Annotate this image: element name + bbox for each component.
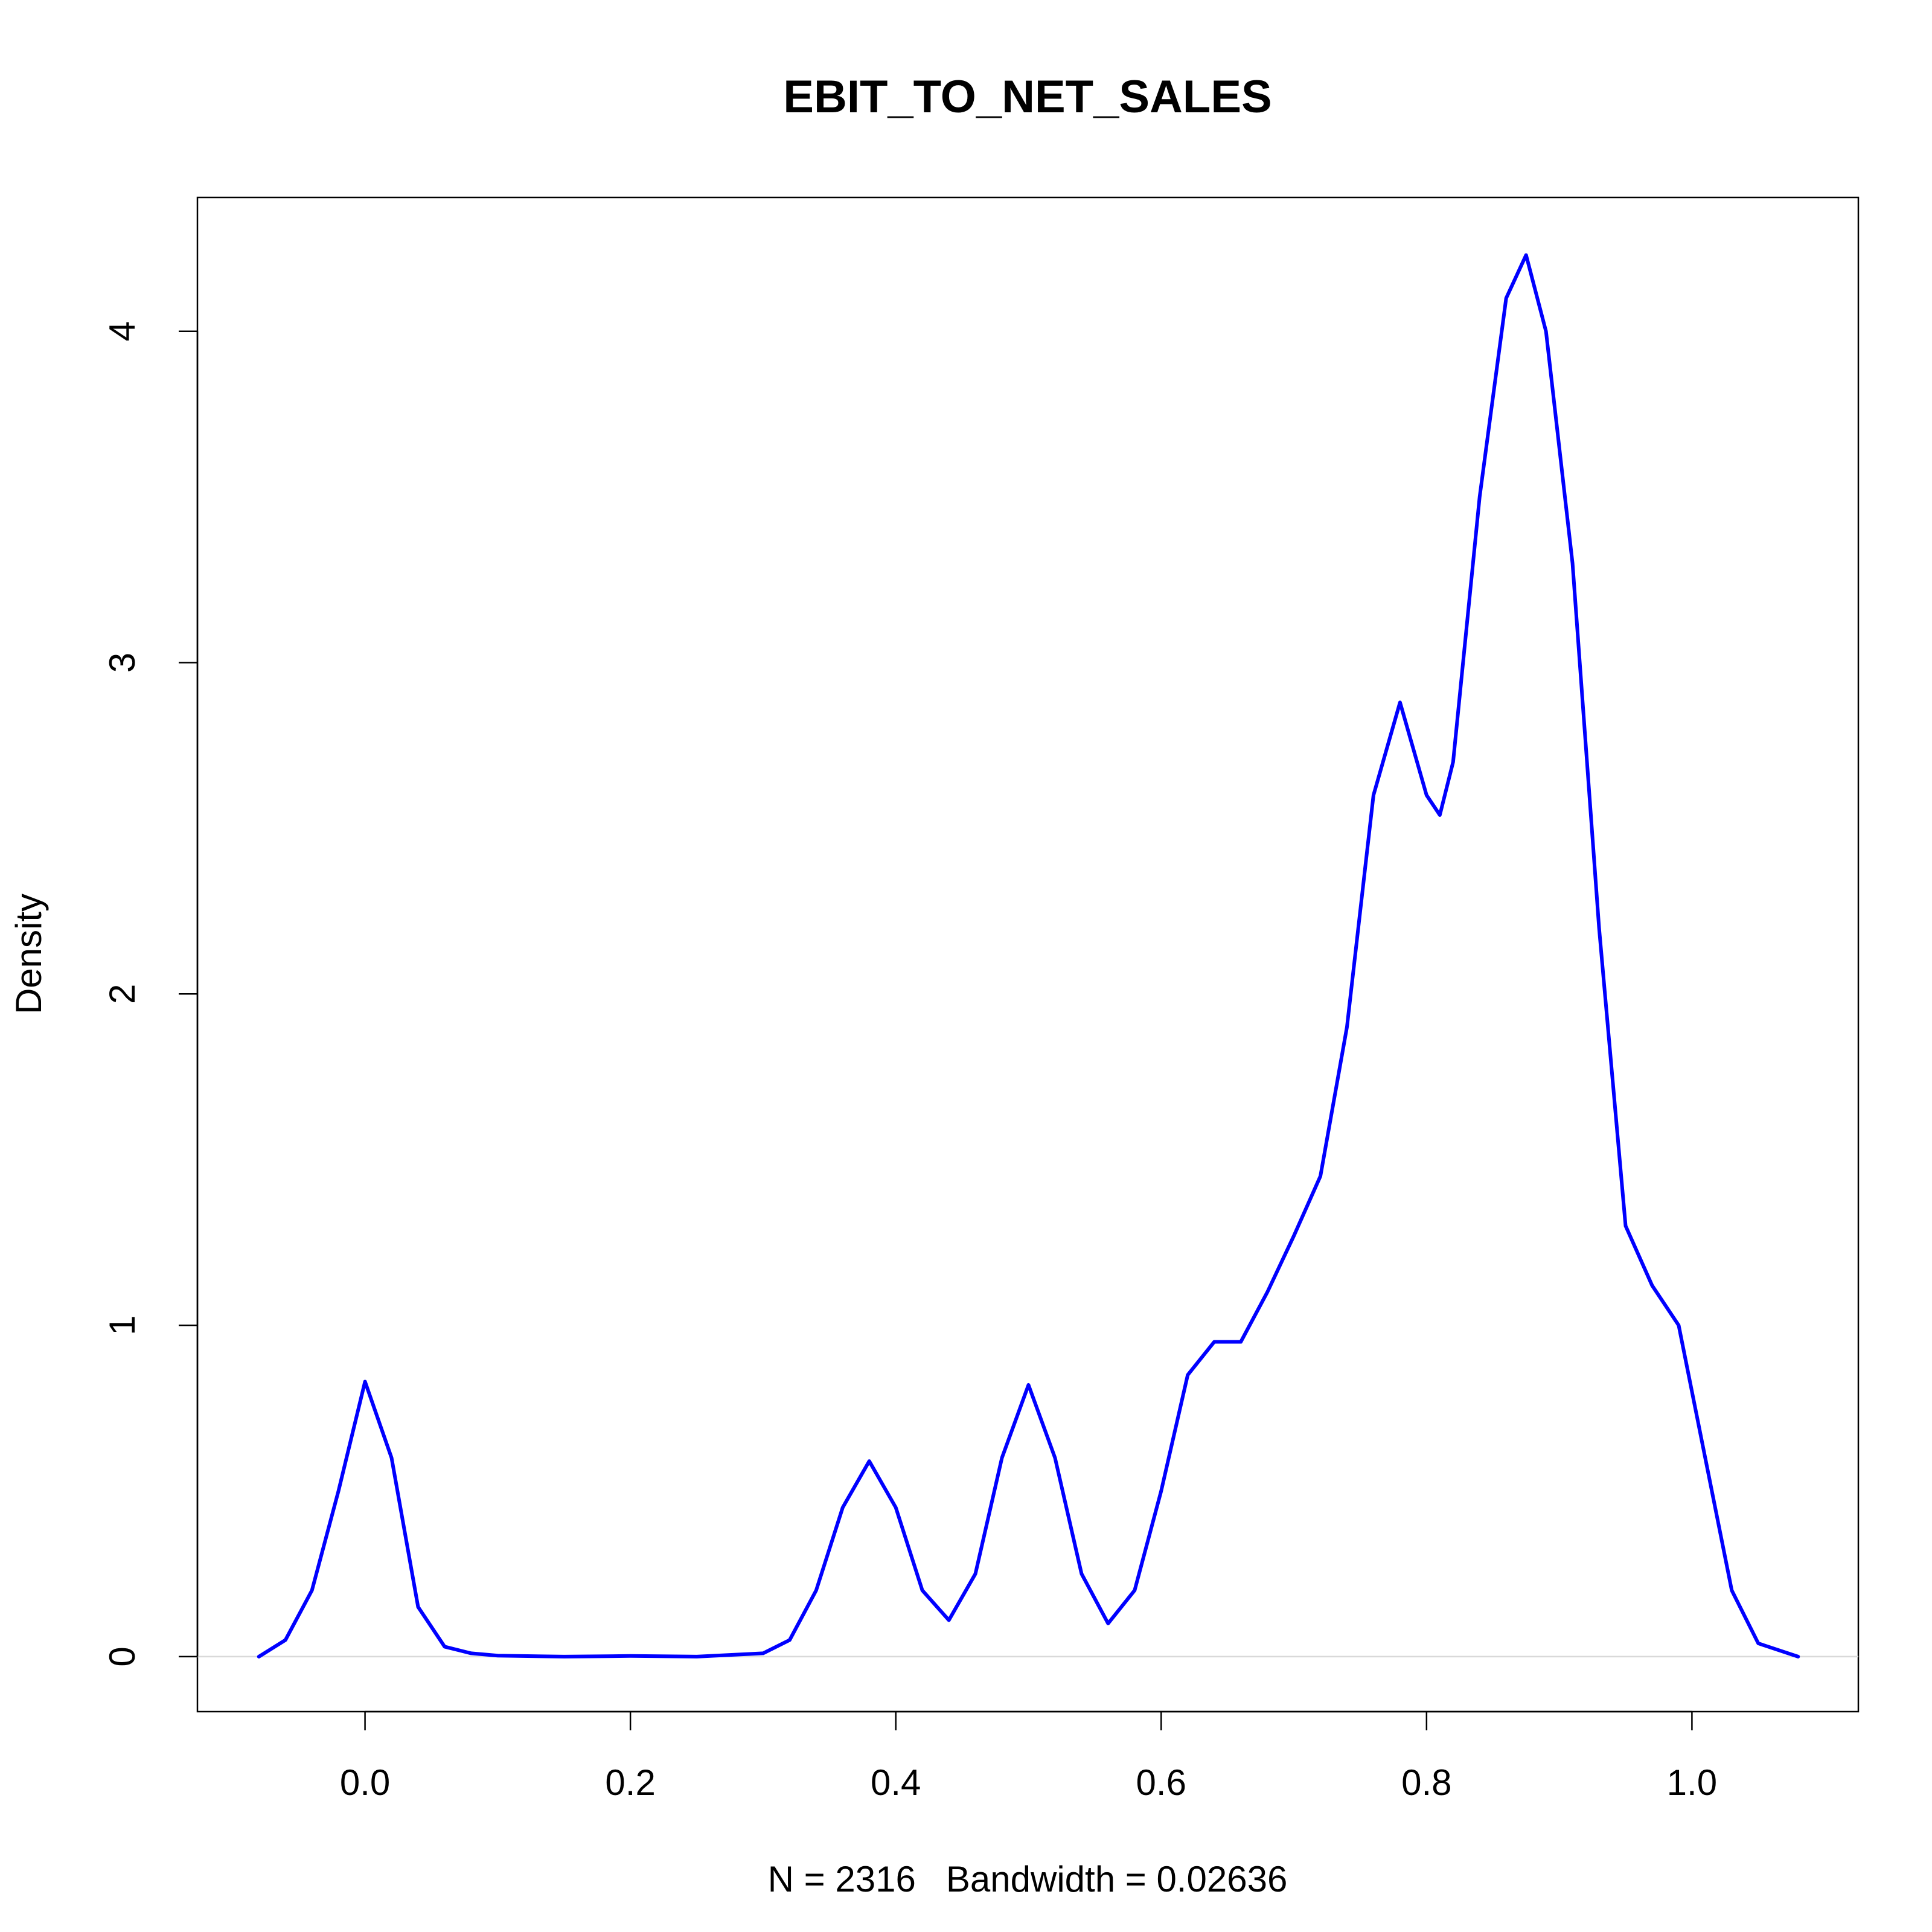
y-tick-label: 1 <box>102 1315 142 1335</box>
x-tick-label: 0.2 <box>605 1762 655 1803</box>
y-tick-label: 0 <box>102 1646 142 1666</box>
chart-title: EBIT_TO_NET_SALES <box>783 71 1271 123</box>
y-axis-label: Density <box>8 894 49 1014</box>
density-line <box>257 253 1800 1659</box>
x-tick-label: 0.6 <box>1136 1762 1186 1803</box>
x-tick-label: 0.0 <box>340 1762 390 1803</box>
x-tick-label: 1.0 <box>1667 1762 1717 1803</box>
y-tick-label: 4 <box>102 321 142 341</box>
x-axis-label: N = 2316 Bandwidth = 0.02636 <box>768 1859 1288 1899</box>
y-tick-label: 2 <box>102 984 142 1004</box>
x-tick-label: 0.4 <box>871 1762 921 1803</box>
y-tick-label: 3 <box>102 653 142 673</box>
x-tick-label: 0.8 <box>1401 1762 1451 1803</box>
